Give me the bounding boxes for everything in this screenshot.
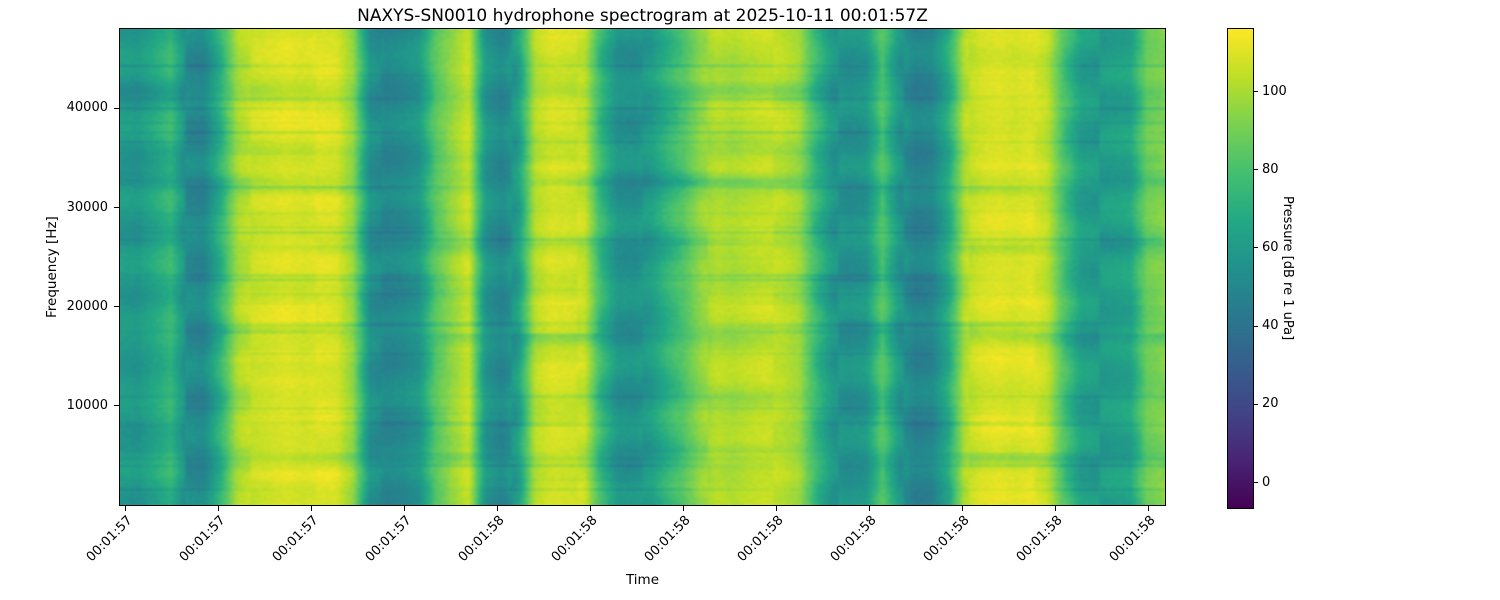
- y-tick-mark: [114, 405, 119, 407]
- x-axis-label: Time: [625, 572, 660, 588]
- colorbar-tick-mark: [1254, 325, 1258, 327]
- x-tick-mark: [1147, 506, 1149, 511]
- x-tick-mark: [310, 506, 312, 511]
- colorbar-tick-mark: [1254, 482, 1258, 484]
- x-tick-mark: [124, 506, 126, 511]
- x-tick-mark: [403, 506, 405, 511]
- x-tick-mark: [682, 506, 684, 511]
- colorbar-tick-label: 60: [1262, 239, 1279, 255]
- colorbar-tick-label: 100: [1262, 83, 1287, 99]
- y-tick-label: 30000: [66, 199, 108, 215]
- colorbar-tick-label: 20: [1262, 396, 1279, 412]
- colorbar-gradient: [1227, 28, 1254, 509]
- colorbar-tick-mark: [1254, 91, 1258, 93]
- y-tick-mark: [114, 306, 119, 308]
- colorbar-tick-label: 0: [1262, 474, 1271, 490]
- colorbar-tick-mark: [1254, 247, 1258, 249]
- y-tick-label: 40000: [66, 100, 108, 116]
- x-tick-mark: [217, 506, 219, 511]
- chart-title: NAXYS-SN0010 hydrophone spectrogram at 2…: [357, 6, 928, 26]
- spectrogram-heatmap: [119, 28, 1166, 506]
- y-tick-label: 20000: [66, 298, 108, 314]
- y-tick-label: 10000: [66, 397, 108, 413]
- colorbar-tick-mark: [1254, 403, 1258, 405]
- x-tick-mark: [589, 506, 591, 511]
- x-tick-mark: [961, 506, 963, 511]
- colorbar-tick-label: 40: [1262, 318, 1279, 334]
- colorbar-label: Pressure [dB re 1 uPa]: [1280, 196, 1295, 341]
- x-tick-mark: [1054, 506, 1056, 511]
- x-tick-mark: [868, 506, 870, 511]
- x-tick-mark: [775, 506, 777, 511]
- x-tick-mark: [496, 506, 498, 511]
- colorbar-tick-mark: [1254, 169, 1258, 171]
- y-tick-mark: [114, 107, 119, 109]
- y-tick-mark: [114, 207, 119, 208]
- colorbar-tick-label: 80: [1262, 161, 1279, 177]
